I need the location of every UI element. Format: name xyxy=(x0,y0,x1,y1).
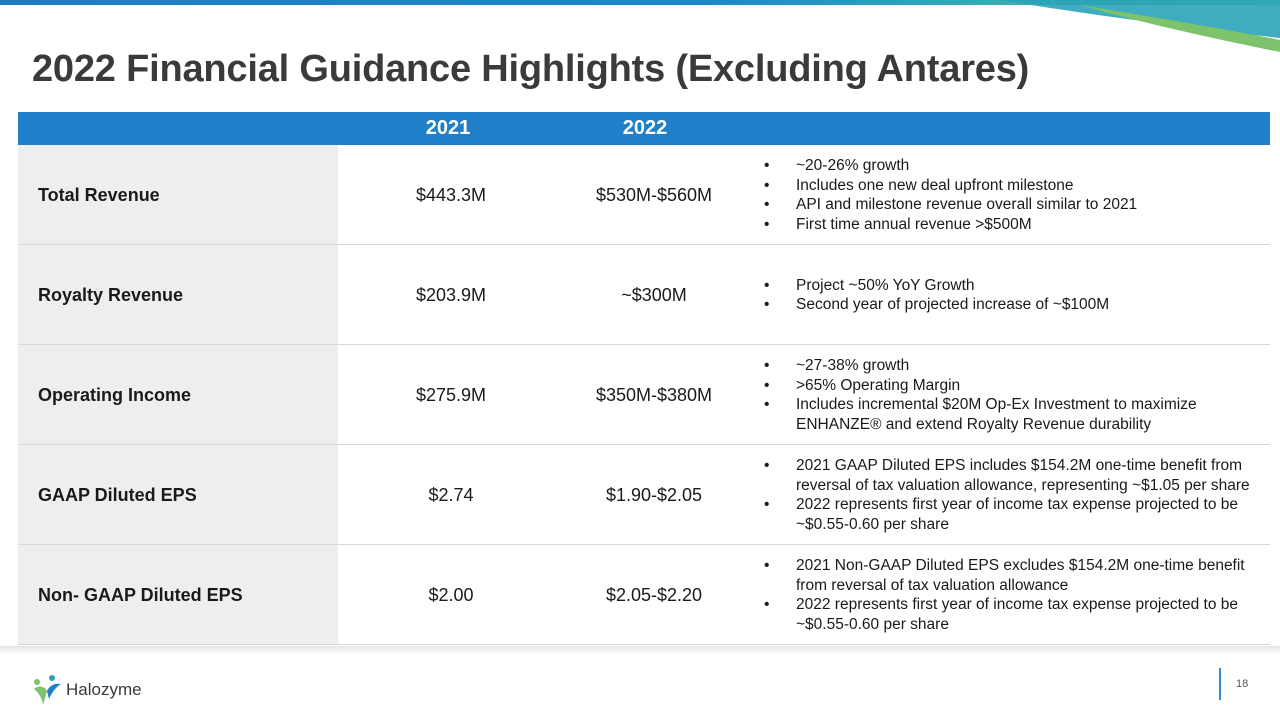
value-2022: ~$300M xyxy=(621,284,687,305)
page-number-divider xyxy=(1219,668,1221,700)
row-label: Royalty Revenue xyxy=(18,245,338,345)
row-label: Total Revenue xyxy=(18,145,338,245)
note-item: 2021 GAAP Diluted EPS includes $154.2M o… xyxy=(760,456,1265,495)
table-row-non-gaap-diluted-eps: Non- GAAP Diluted EPS $2.00 $2.05-$2.20 … xyxy=(18,545,1270,645)
decorative-swoosh xyxy=(1000,0,1280,52)
table-header: 2021 2022 xyxy=(18,112,1270,145)
note-item: Includes one new deal upfront milestone xyxy=(760,176,1265,196)
note-item: 2022 represents first year of income tax… xyxy=(760,495,1265,534)
page-number: 18 xyxy=(1236,678,1249,690)
value-2021: $443.3M xyxy=(415,184,487,205)
table-row-royalty-revenue: Royalty Revenue $203.9M ~$300M Project ~… xyxy=(18,245,1270,345)
footer-divider xyxy=(0,646,1280,654)
row-label: GAAP Diluted EPS xyxy=(18,445,338,545)
header-2022: 2022 xyxy=(622,117,668,139)
notes: ~27-38% growth >65% Operating Margin Inc… xyxy=(760,345,1265,445)
logo-text: Halozyme xyxy=(66,680,142,699)
notes: 2021 Non-GAAP Diluted EPS excludes $154.… xyxy=(760,545,1265,645)
note-item: Second year of projected increase of ~$1… xyxy=(760,295,1265,315)
halozyme-logo: Halozyme xyxy=(30,672,142,708)
top-accent-bar xyxy=(0,0,1280,5)
header-2021: 2021 xyxy=(425,117,471,139)
table-row-gaap-diluted-eps: GAAP Diluted EPS $2.74 $1.90-$2.05 2021 … xyxy=(18,445,1270,545)
value-2022: $350M-$380M xyxy=(595,384,713,405)
note-item: >65% Operating Margin xyxy=(760,376,1265,396)
note-item: API and milestone revenue overall simila… xyxy=(760,195,1265,215)
value-2021: $2.74 xyxy=(428,484,474,505)
notes: Project ~50% YoY Growth Second year of p… xyxy=(760,245,1265,345)
notes: 2021 GAAP Diluted EPS includes $154.2M o… xyxy=(760,445,1265,545)
note-item: ~27-38% growth xyxy=(760,356,1265,376)
value-2022: $2.05-$2.20 xyxy=(605,584,703,605)
row-label: Operating Income xyxy=(18,345,338,445)
page-title: 2022 Financial Guidance Highlights (Excl… xyxy=(32,48,1030,90)
value-2021: $275.9M xyxy=(415,384,487,405)
value-2022: $530M-$560M xyxy=(595,184,713,205)
note-item: Project ~50% YoY Growth xyxy=(760,276,1265,296)
table-row-total-revenue: Total Revenue $443.3M $530M-$560M ~20-26… xyxy=(18,145,1270,245)
row-label: Non- GAAP Diluted EPS xyxy=(18,545,338,645)
note-item: 2022 represents first year of income tax… xyxy=(760,595,1265,634)
notes: ~20-26% growth Includes one new deal upf… xyxy=(760,145,1265,245)
value-2022: $1.90-$2.05 xyxy=(605,484,703,505)
value-2021: $203.9M xyxy=(415,284,487,305)
note-item: 2021 Non-GAAP Diluted EPS excludes $154.… xyxy=(760,556,1265,595)
value-2021: $2.00 xyxy=(428,584,474,605)
halozyme-logo-icon xyxy=(34,675,61,705)
note-item: ~20-26% growth xyxy=(760,156,1265,176)
note-item: First time annual revenue >$500M xyxy=(760,215,1265,235)
note-item: Includes incremental $20M Op-Ex Investme… xyxy=(760,395,1265,434)
table-row-operating-income: Operating Income $275.9M $350M-$380M ~27… xyxy=(18,345,1270,445)
